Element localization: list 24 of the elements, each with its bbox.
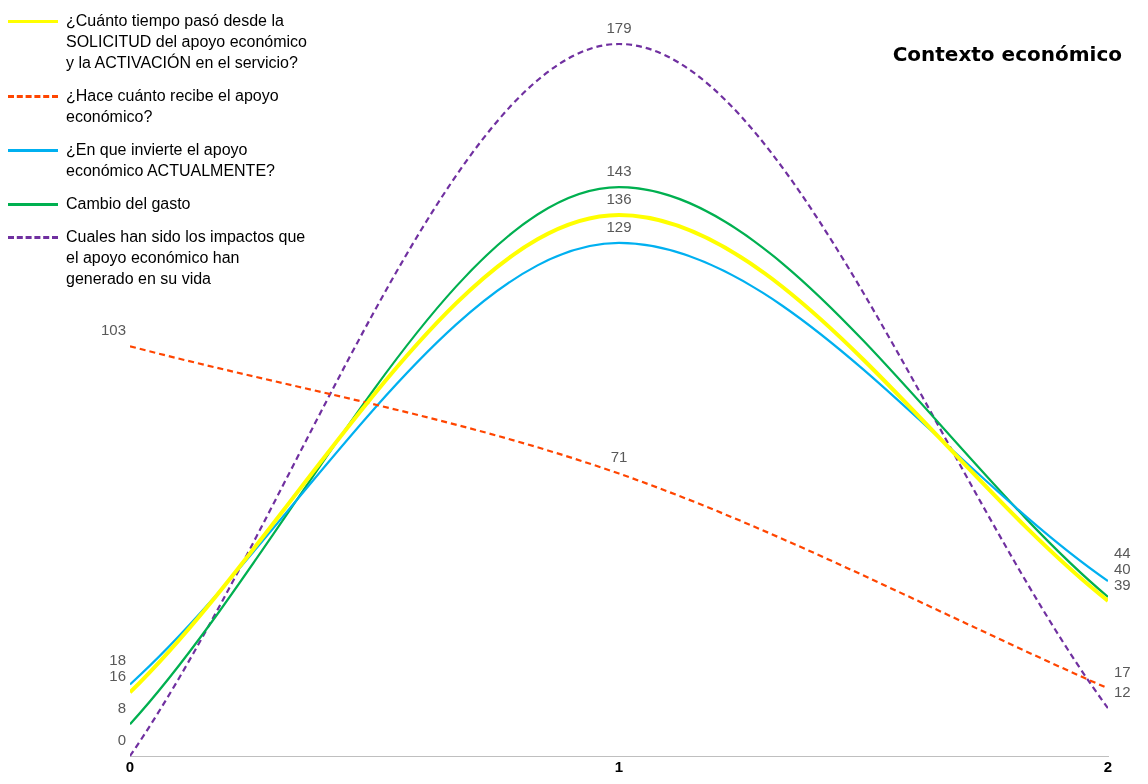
data-label: 103 (100, 320, 126, 338)
x-tick-label: 0 (125, 758, 135, 776)
legend-label: Cuales han sido los impactos que el apoyo económico han generado en su vida (66, 227, 307, 289)
data-label: 71 (610, 448, 628, 466)
chart-title: Contexto económico (892, 42, 1122, 66)
data-label: 17 (1114, 663, 1131, 681)
legend-label: ¿En que invierte el apoyo económico ACTUALMENTE? (66, 140, 276, 181)
data-label: 136 (606, 189, 632, 207)
x-tick-label: 2 (1103, 758, 1113, 776)
x-tick-label: 1 (614, 758, 624, 776)
legend-label: ¿Hace cuánto recibe el apoyo económico? (66, 86, 280, 127)
data-label: 129 (606, 217, 632, 235)
data-label: 8 (117, 698, 126, 716)
data-label: 44 (1114, 543, 1131, 561)
legend-label: Cambio del gasto (66, 194, 191, 214)
data-label: 40 (1114, 559, 1131, 577)
data-label: 39 (1114, 575, 1131, 593)
data-label: 16 (109, 667, 126, 684)
data-label: 12 (1114, 682, 1131, 700)
data-label: 143 (606, 161, 632, 179)
data-label: 0 (117, 730, 126, 748)
data-label: 18 (109, 651, 126, 668)
data-label: 179 (606, 18, 632, 36)
legend-label: ¿Cuánto tiempo pasó desde la SOLICITUD del apoyo económico y la ACTIVACIÓN en el servicio? (66, 11, 308, 73)
